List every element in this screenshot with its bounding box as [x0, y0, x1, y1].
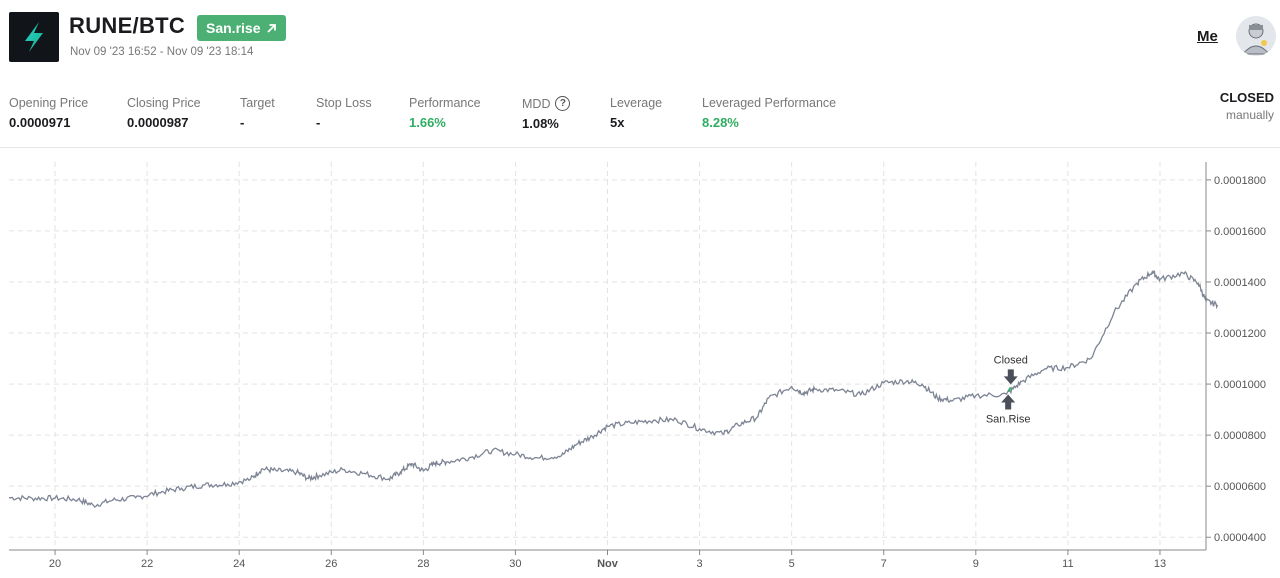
trade-segment-line [1007, 386, 1012, 393]
x-tick-label: 30 [509, 558, 521, 570]
pair-title: RUNE/BTC [69, 13, 186, 38]
stat-value: 1.08% [522, 116, 559, 131]
x-tick-label: 9 [973, 558, 979, 570]
y-tick-label: 0.0001200 [1214, 328, 1266, 340]
status-state: CLOSED [1219, 90, 1274, 105]
stat-performance: Performance 1.66% [409, 96, 481, 130]
user-avatar-icon[interactable] [1236, 16, 1276, 56]
stat-label: Opening Price [9, 96, 89, 110]
trade-header: RUNE/BTC San.rise Nov 09 '23 16:52 - Nov… [0, 0, 1280, 78]
strategy-badge-label: San.rise [206, 20, 261, 36]
status-reason: manually [1225, 108, 1274, 122]
stat-label: Closing Price [127, 96, 201, 110]
stat-label: MDD [522, 96, 551, 111]
y-tick-label: 0.0001800 [1214, 175, 1266, 187]
x-tick-label: Nov [597, 558, 619, 570]
annotation-label: San.Rise [986, 413, 1031, 425]
strategy-badge-button[interactable]: San.rise [197, 15, 287, 41]
x-tick-label: 28 [417, 558, 429, 570]
y-tick-label: 0.0001000 [1214, 379, 1266, 391]
x-tick-label: 13 [1154, 558, 1166, 570]
help-icon[interactable]: ? [555, 96, 571, 111]
stat-value: 1.66% [409, 115, 446, 130]
x-tick-label: 20 [49, 558, 61, 570]
stat-leverage: Leverage 5x [610, 96, 662, 130]
stat-label: Leveraged Performance [702, 96, 837, 110]
stat-label: Leverage [610, 96, 663, 110]
stat-value: 0.0000987 [127, 115, 189, 130]
thorchain-logo-icon [9, 12, 59, 62]
x-tick-label: 11 [1062, 558, 1073, 570]
stat-label-row: MDD ? [522, 96, 571, 111]
trade-status: CLOSED manually [1220, 90, 1274, 122]
stat-value: - [240, 115, 245, 130]
stat-leveraged-performance: Leveraged Performance 8.28% [702, 96, 836, 130]
stat-label: Target [240, 96, 275, 110]
x-tick-label: 3 [697, 558, 703, 570]
stat-value: 5x [610, 115, 625, 130]
price-chart[interactable]: 0.0000400 0.0000600 0.0000800 0.0001000 0.00… [0, 150, 1280, 578]
stat-opening-price: Opening Price 0.0000971 [9, 96, 88, 130]
stat-stop-loss: Stop Loss - [316, 96, 372, 130]
arrow-up-right-icon [266, 23, 277, 34]
price-series-line [8, 269, 1219, 508]
x-tick-label: 22 [141, 558, 153, 570]
y-tick-label: 0.0001600 [1214, 226, 1266, 238]
y-tick-label: 0.0000800 [1214, 430, 1266, 442]
y-tick-label: 0.0000400 [1214, 532, 1266, 544]
trade-stats: Opening Price 0.0000971 Closing Price 0.… [0, 90, 1280, 140]
stat-value: 8.28% [702, 115, 739, 130]
x-tick-label: 24 [233, 558, 245, 570]
down-arrow-icon [1003, 369, 1018, 385]
stat-label: Stop Loss [316, 96, 372, 110]
y-tick-label: 0.0000600 [1214, 481, 1266, 493]
divider [0, 147, 1280, 148]
stat-closing-price: Closing Price 0.0000987 [127, 96, 201, 130]
annotation-label: Closed [994, 354, 1028, 366]
x-tick-label: 7 [881, 558, 887, 570]
stat-label: Performance [409, 96, 481, 110]
date-range: Nov 09 '23 16:52 - Nov 09 '23 18:14 [70, 46, 254, 58]
user-link[interactable]: Me [1197, 28, 1218, 45]
x-tick-label: 5 [789, 558, 795, 570]
stat-target: Target - [240, 96, 275, 130]
stat-mdd: MDD ? 1.08% [522, 96, 571, 131]
stat-value: - [316, 115, 321, 130]
stat-value: 0.0000971 [9, 115, 71, 130]
up-arrow-icon [1001, 394, 1016, 410]
y-tick-label: 0.0001400 [1214, 277, 1266, 289]
x-tick-label: 26 [325, 558, 337, 570]
